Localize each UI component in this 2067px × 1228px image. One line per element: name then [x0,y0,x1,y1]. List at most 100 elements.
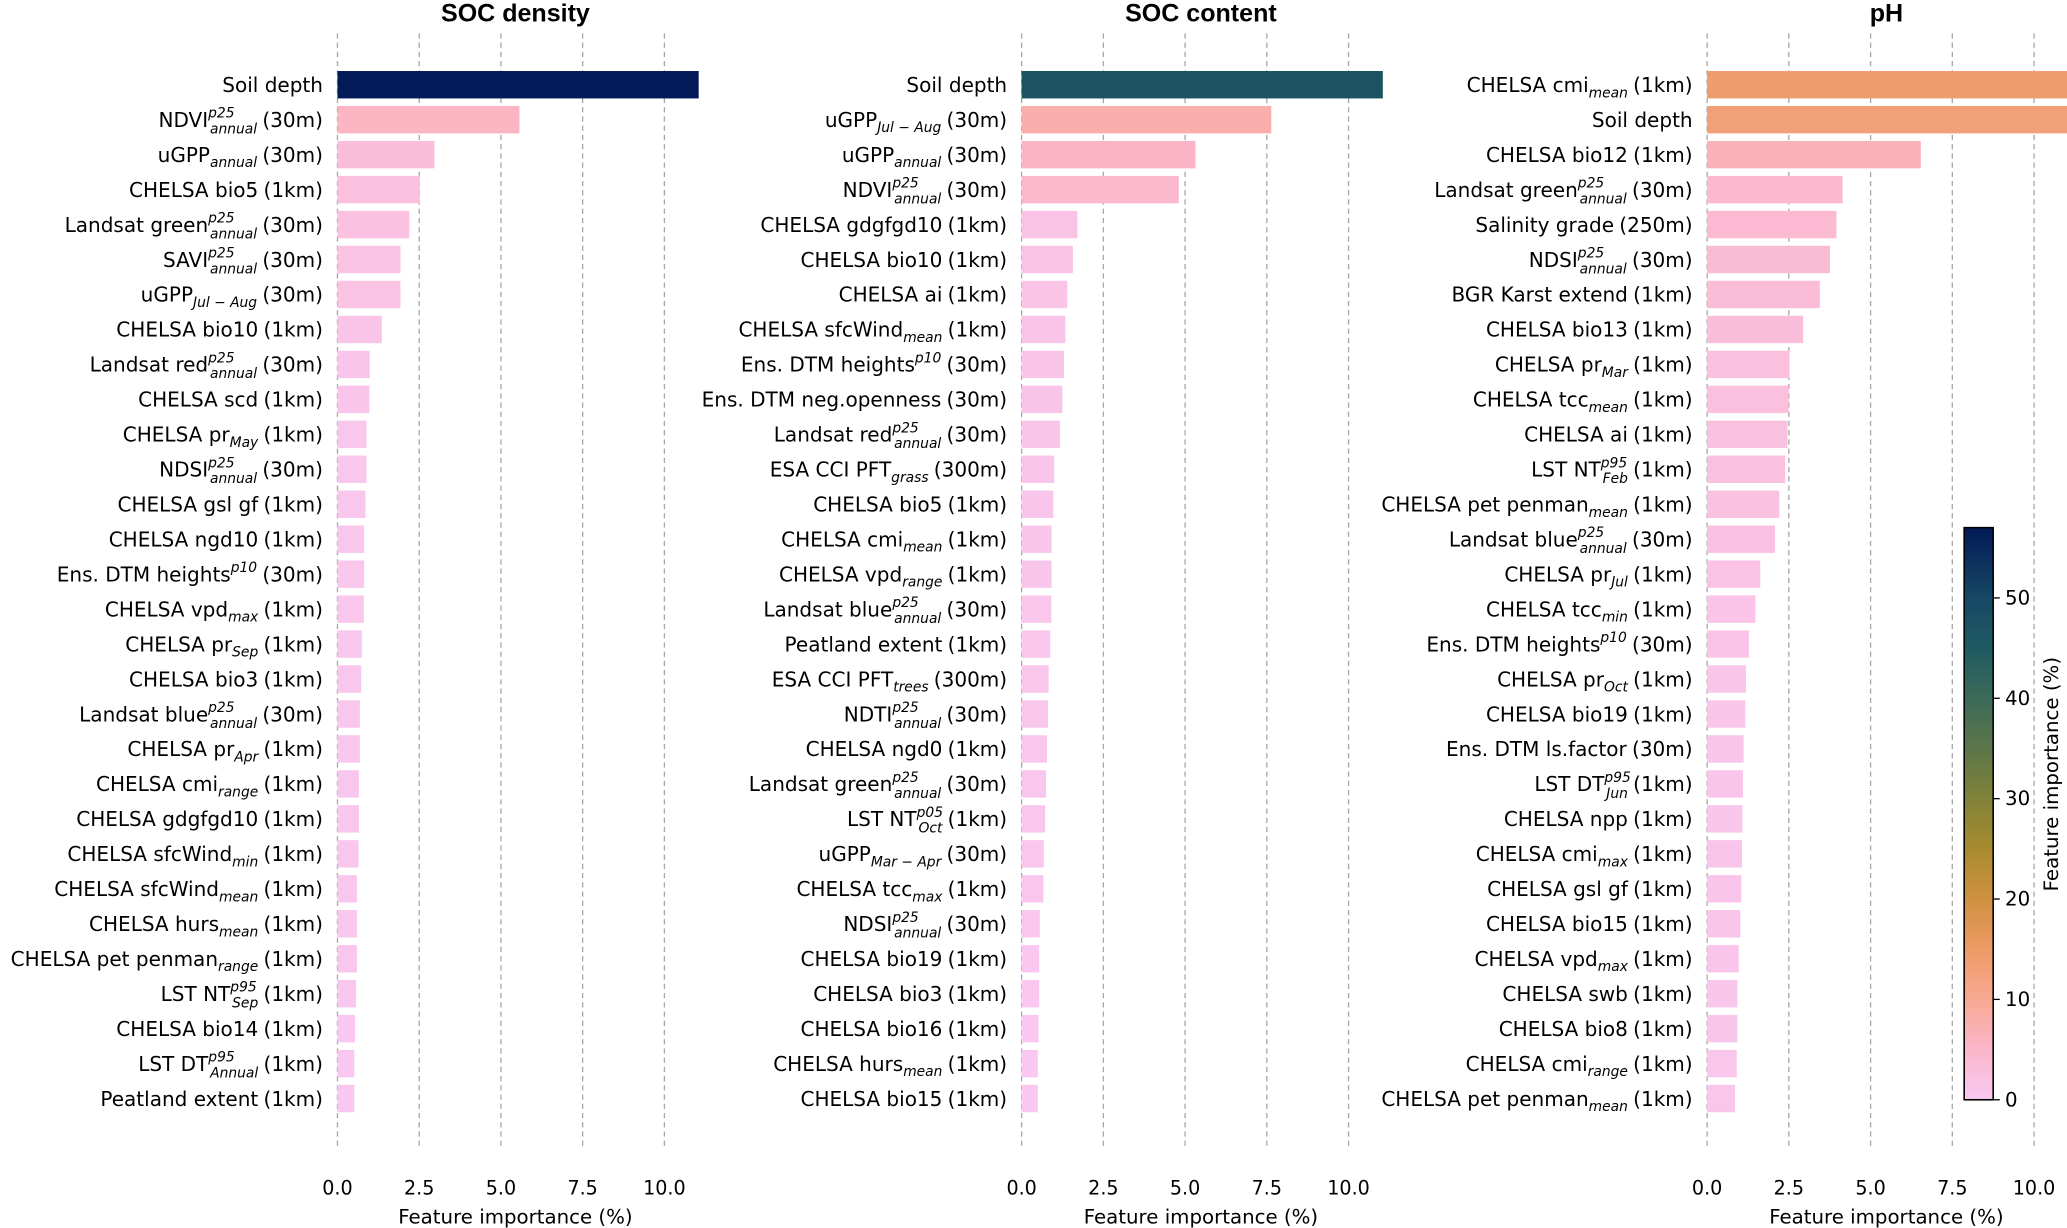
feature-label: Landsat greenp25 annual (30m) [1434,176,1692,208]
feature-label: CHELSA bio14 (1km) [116,1017,323,1041]
feature-label: CHELSA hursmean (1km) [89,912,323,940]
bar [1021,979,1040,1008]
feature-label: CHELSA gsl gf (1km) [117,492,322,516]
panel-title: SOC content [1125,0,1277,27]
feature-label: CHELSA bio8 (1km) [1499,1017,1693,1041]
feature-label: CHELSA bio13 (1km) [1486,318,1693,342]
feature-label: CHELSA gdgfgd10 (1km) [760,213,1007,237]
x-tick-label: 2.5 [404,1177,434,1200]
bar [1021,840,1044,868]
panel-title: pH [1870,0,1903,27]
feature-label: CHELSA bio10 (1km) [800,248,1007,272]
bar [337,105,520,134]
bar [1021,1049,1038,1078]
feature-label: LST NTp95 Feb (1km) [1531,455,1692,487]
feature-label: CHELSA bio3 (1km) [813,982,1007,1006]
feature-label: CHELSA ngd0 (1km) [806,737,1008,761]
bar [1707,385,1789,414]
bar [337,140,435,169]
feature-label: Ens. DTM ls.factor (30m) [1446,737,1693,761]
x-tick-label: 10.0 [2013,1177,2056,1200]
feature-label: CHELSA sfcWindmean (1km) [738,318,1007,346]
feature-label: Soil depth [906,73,1007,97]
bar [1021,665,1049,693]
bar [337,560,365,588]
x-tick-label: 5.0 [486,1177,516,1200]
bar [1021,910,1040,938]
feature-label: CHELSA ai (1km) [839,283,1008,307]
feature-label: CHELSA cmimean (1km) [781,527,1007,555]
bar [337,910,357,938]
bar [1707,1014,1738,1043]
bar [1707,280,1820,309]
feature-label: CHELSA prMay (1km) [123,423,323,451]
bar [1021,805,1046,833]
feature-label: CHELSA bio5 (1km) [813,492,1007,516]
feature-label: CHELSA vpdmax (1km) [1475,947,1693,975]
bars [1021,71,1383,1113]
bar [1021,770,1047,798]
feature-label: LST DTp95 Annual (1km) [138,1050,323,1082]
bar [337,490,366,518]
x-tick-labels: 0.0 2.5 5.0 7.5 10.0 [322,1177,685,1200]
panel-soc-content: SOC content Soil depth uGPPJul − Aug (30m)… [702,0,1383,1228]
bar [1707,490,1780,518]
x-tick-label: 10.0 [1327,1177,1370,1200]
feature-label: Peatland extent (1km) [100,1087,323,1111]
colorbar-gradient [1963,526,1994,1101]
x-axis-label: Feature importance (%) [398,1206,632,1228]
panel-soc-density: SOC density Soil depth NDVIp25 annual (30m)… [11,0,699,1228]
bar [337,735,360,763]
x-tick-label: 7.5 [567,1177,597,1200]
panel-ph: pH CHELSA cmimean (1km) Soil depth CHELSA b… [1381,0,2067,1228]
x-tick-labels: 0.0 2.5 5.0 7.5 10.0 [1006,1177,1369,1200]
feature-label: Landsat greenp25 annual (30m) [749,770,1007,802]
bar [1021,1014,1039,1043]
x-axis-label: Feature importance (%) [1769,1206,2003,1228]
feature-label: CHELSA tccmin (1km) [1486,597,1693,625]
bar [1021,560,1052,588]
colorbar-ticks: 0 10 20 30 40 50 [1993,587,2030,1111]
feature-labels: Soil depth NDVIp25 annual (30m) uGPPannual (3… [11,73,323,1111]
feature-label: LST NTp95 Sep (1km) [161,980,323,1012]
bar [1707,105,2067,134]
feature-label: NDSIp25 annual (30m) [843,910,1007,942]
bar [1021,700,1048,728]
feature-label: CHELSA bio15 (1km) [1486,912,1693,936]
bar [1707,245,1830,274]
feature-label: uGPPMar − Apr (30m) [819,842,1008,870]
feature-label: ESA CCI PFTgrass (300m) [770,458,1007,486]
feature-label: NDSIp25 annual (30m) [159,455,323,487]
bar [1707,1049,1737,1078]
feature-label: CHELSA bio5 (1km) [129,178,323,202]
feature-label: CHELSA bio19 (1km) [800,947,1007,971]
feature-label: CHELSA cmimax (1km) [1476,842,1693,870]
feature-label: NDVIp25 annual (30m) [843,176,1007,208]
bar [337,280,401,309]
feature-label: CHELSA bio15 (1km) [800,1087,1007,1111]
x-tick-label: 5.0 [1855,1177,1885,1200]
feature-label: CHELSA cmirange (1km) [96,772,323,800]
feature-label: CHELSA prJul (1km) [1504,562,1692,590]
feature-label: CHELSA vpdrange (1km) [779,562,1007,590]
bar [337,71,699,99]
feature-label: CHELSA cmirange (1km) [1466,1052,1693,1080]
bar [1021,210,1078,239]
bar [1021,735,1048,763]
bar [1707,175,1843,204]
colorbar-tick-label: 0 [2005,1088,2018,1111]
feature-label: LST DTp95 Jun (1km) [1534,770,1692,802]
feature-label: uGPPJul − Aug (30m) [141,283,323,311]
colorbar: 0 10 20 30 40 50 Feature importance (%) [1963,526,2063,1111]
feature-label: SAVIp25 annual (30m) [163,246,323,278]
bar [1707,420,1788,449]
bar [1021,315,1066,344]
feature-label: Ens. DTM heightsp10 (30m) [741,350,1007,376]
feature-label: Ens. DTM neg.openness (30m) [702,388,1008,412]
feature-label: Salinity grade (250m) [1475,213,1692,237]
feature-label: CHELSA npp (1km) [1504,807,1693,831]
feature-label: CHELSA prMar (1km) [1495,353,1693,381]
bar [337,630,362,658]
feature-label: Ens. DTM heightsp10 (30m) [1426,630,1692,656]
feature-label: NDTIp25 annual (30m) [844,700,1007,732]
